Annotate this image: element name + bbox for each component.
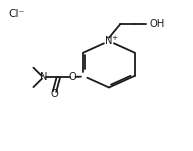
Text: O: O <box>51 89 58 99</box>
Text: Cl⁻: Cl⁻ <box>8 9 25 19</box>
Text: OH: OH <box>150 19 165 29</box>
Text: +: + <box>112 35 118 41</box>
Text: N: N <box>40 72 48 82</box>
Text: O: O <box>69 72 77 82</box>
Text: N: N <box>105 36 113 46</box>
